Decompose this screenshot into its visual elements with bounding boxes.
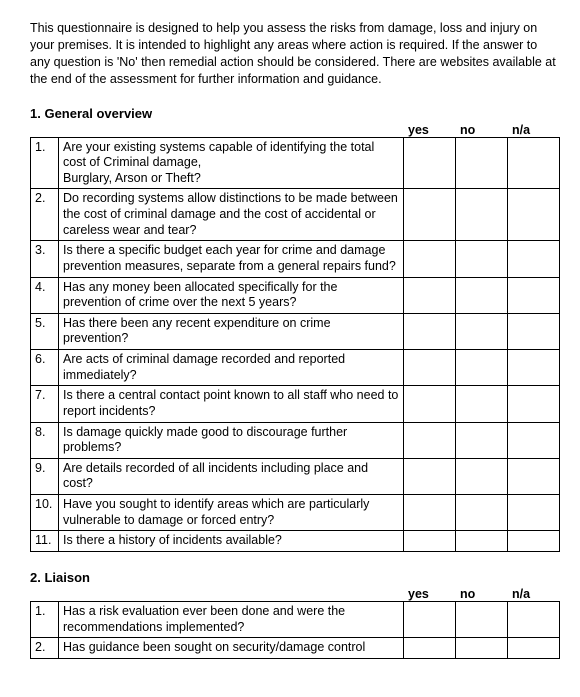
row-number: 5. (31, 313, 59, 349)
question-text: Is damage quickly made good to discourag… (59, 422, 404, 458)
row-number: 10. (31, 495, 59, 531)
answer-cell-na[interactable] (508, 386, 560, 422)
col-yes: yes (404, 587, 456, 601)
question-text: Has there been any recent expenditure on… (59, 313, 404, 349)
answer-cell-no[interactable] (456, 386, 508, 422)
section-title: 2. Liaison (30, 570, 560, 585)
answer-cell-no[interactable] (456, 189, 508, 241)
answer-cell-no[interactable] (456, 137, 508, 189)
answer-cell-no[interactable] (456, 241, 508, 277)
question-text: Has a risk evaluation ever been done and… (59, 601, 404, 637)
row-number: 4. (31, 277, 59, 313)
answer-cell-no[interactable] (456, 638, 508, 659)
answer-cell-yes[interactable] (404, 277, 456, 313)
answer-cell-na[interactable] (508, 241, 560, 277)
col-no: no (456, 587, 508, 601)
answer-cell-na[interactable] (508, 531, 560, 552)
col-no: no (456, 123, 508, 137)
table-row: 9.Are details recorded of all incidents … (31, 458, 560, 494)
answer-cell-no[interactable] (456, 458, 508, 494)
answer-cell-no[interactable] (456, 350, 508, 386)
question-text: Has any money been allocated specificall… (59, 277, 404, 313)
row-number: 6. (31, 350, 59, 386)
row-number: 1. (31, 137, 59, 189)
table-row: 6.Are acts of criminal damage recorded a… (31, 350, 560, 386)
row-number: 7. (31, 386, 59, 422)
answer-cell-yes[interactable] (404, 531, 456, 552)
table-row: 8.Is damage quickly made good to discour… (31, 422, 560, 458)
question-text: Is there a specific budget each year for… (59, 241, 404, 277)
row-number: 1. (31, 601, 59, 637)
row-number: 11. (31, 531, 59, 552)
table-row: 11.Is there a history of incidents avail… (31, 531, 560, 552)
answer-cell-na[interactable] (508, 189, 560, 241)
table-row: 10.Have you sought to identify areas whi… (31, 495, 560, 531)
answer-cell-yes[interactable] (404, 601, 456, 637)
answer-cell-no[interactable] (456, 531, 508, 552)
answer-cell-yes[interactable] (404, 458, 456, 494)
answer-cell-na[interactable] (508, 495, 560, 531)
answer-cell-yes[interactable] (404, 189, 456, 241)
table-row: 1.Are your existing systems capable of i… (31, 137, 560, 189)
question-text: Do recording systems allow distinctions … (59, 189, 404, 241)
answer-cell-na[interactable] (508, 137, 560, 189)
answer-cell-yes[interactable] (404, 495, 456, 531)
answer-cell-yes[interactable] (404, 313, 456, 349)
answer-cell-na[interactable] (508, 458, 560, 494)
question-table: 1.Are your existing systems capable of i… (30, 137, 560, 552)
row-number: 2. (31, 638, 59, 659)
answer-cell-na[interactable] (508, 350, 560, 386)
answer-cell-na[interactable] (508, 638, 560, 659)
answer-cell-no[interactable] (456, 495, 508, 531)
row-number: 2. (31, 189, 59, 241)
question-text: Are acts of criminal damage recorded and… (59, 350, 404, 386)
question-text: Has guidance been sought on security/dam… (59, 638, 404, 659)
col-na: n/a (508, 123, 560, 137)
column-header-row: yesnon/a (30, 123, 560, 137)
question-text: Is there a central contact point known t… (59, 386, 404, 422)
answer-cell-yes[interactable] (404, 386, 456, 422)
section-title: 1. General overview (30, 106, 560, 121)
answer-cell-yes[interactable] (404, 241, 456, 277)
answer-cell-yes[interactable] (404, 137, 456, 189)
col-na: n/a (508, 587, 560, 601)
row-number: 9. (31, 458, 59, 494)
col-yes: yes (404, 123, 456, 137)
row-number: 8. (31, 422, 59, 458)
intro-text: This questionnaire is designed to help y… (30, 20, 560, 88)
answer-cell-yes[interactable] (404, 638, 456, 659)
answer-cell-no[interactable] (456, 422, 508, 458)
table-row: 7.Is there a central contact point known… (31, 386, 560, 422)
question-text: Is there a history of incidents availabl… (59, 531, 404, 552)
answer-cell-no[interactable] (456, 601, 508, 637)
question-text: Are details recorded of all incidents in… (59, 458, 404, 494)
answer-cell-na[interactable] (508, 601, 560, 637)
answer-cell-na[interactable] (508, 277, 560, 313)
table-row: 4.Has any money been allocated specifica… (31, 277, 560, 313)
question-text: Are your existing systems capable of ide… (59, 137, 404, 189)
row-number: 3. (31, 241, 59, 277)
answer-cell-na[interactable] (508, 422, 560, 458)
table-row: 5.Has there been any recent expenditure … (31, 313, 560, 349)
table-row: 1.Has a risk evaluation ever been done a… (31, 601, 560, 637)
answer-cell-na[interactable] (508, 313, 560, 349)
question-table: 1.Has a risk evaluation ever been done a… (30, 601, 560, 659)
question-text: Have you sought to identify areas which … (59, 495, 404, 531)
answer-cell-yes[interactable] (404, 422, 456, 458)
column-header-row: yesnon/a (30, 587, 560, 601)
answer-cell-yes[interactable] (404, 350, 456, 386)
table-row: 2.Has guidance been sought on security/d… (31, 638, 560, 659)
answer-cell-no[interactable] (456, 277, 508, 313)
answer-cell-no[interactable] (456, 313, 508, 349)
table-row: 3.Is there a specific budget each year f… (31, 241, 560, 277)
table-row: 2.Do recording systems allow distinction… (31, 189, 560, 241)
